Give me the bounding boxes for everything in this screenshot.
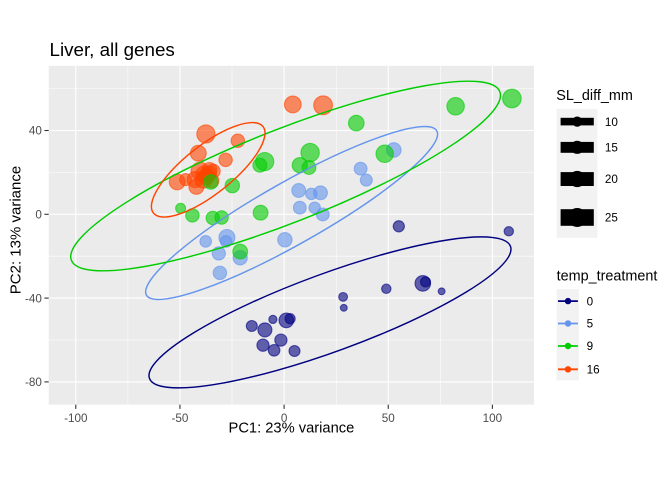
svg-text:0: 0 bbox=[35, 209, 42, 222]
svg-text:PC1: 23% variance: PC1: 23% variance bbox=[229, 421, 355, 437]
svg-text:PC2: 13% variance: PC2: 13% variance bbox=[8, 166, 25, 294]
svg-text:0: 0 bbox=[587, 295, 594, 308]
svg-text:9: 9 bbox=[587, 340, 594, 353]
svg-text:temp_treatment: temp_treatment bbox=[557, 269, 658, 285]
svg-text:25: 25 bbox=[605, 212, 619, 225]
svg-text:Liver, all genes: Liver, all genes bbox=[50, 39, 175, 60]
svg-text:5: 5 bbox=[587, 318, 594, 331]
svg-text:-40: -40 bbox=[25, 292, 42, 305]
svg-text:10: 10 bbox=[605, 116, 619, 129]
svg-text:0: 0 bbox=[281, 412, 288, 425]
svg-text:SL_diff_mm: SL_diff_mm bbox=[556, 88, 633, 104]
svg-text:15: 15 bbox=[605, 142, 619, 155]
svg-text:50: 50 bbox=[382, 412, 396, 425]
svg-text:20: 20 bbox=[605, 173, 619, 186]
svg-text:-100: -100 bbox=[64, 412, 88, 425]
svg-text:100: 100 bbox=[483, 412, 503, 425]
svg-text:-80: -80 bbox=[25, 376, 42, 389]
svg-text:-50: -50 bbox=[171, 412, 188, 425]
svg-text:16: 16 bbox=[587, 364, 600, 377]
svg-text:40: 40 bbox=[29, 125, 43, 138]
